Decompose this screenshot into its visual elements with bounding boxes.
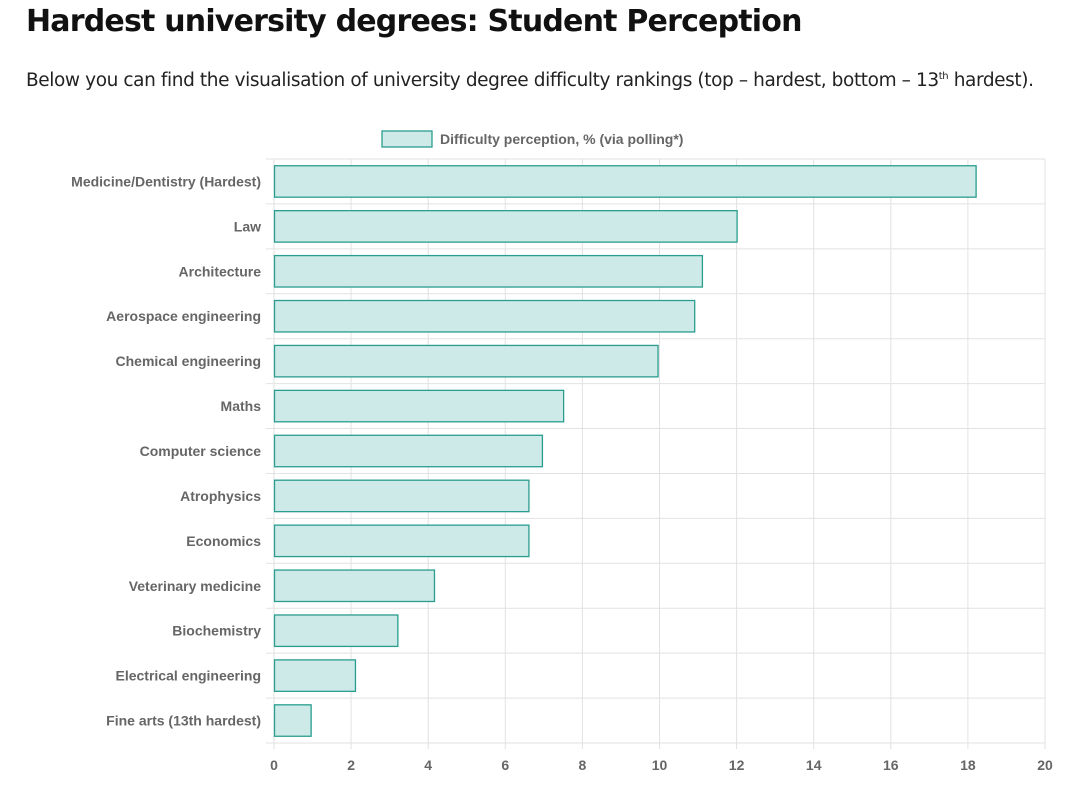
- chart-grid: [266, 158, 1046, 749]
- bar[interactable]: [273, 389, 565, 423]
- x-tick-label: 10: [652, 757, 668, 773]
- x-tick-label: 4: [424, 757, 432, 773]
- category-label: Law: [234, 218, 261, 234]
- x-tick-label: 14: [806, 757, 822, 773]
- intro-text-superscript: th: [938, 70, 949, 82]
- bar[interactable]: [273, 254, 704, 288]
- bar[interactable]: [273, 479, 530, 513]
- intro-text-main: Below you can find the visualisation of …: [26, 70, 939, 91]
- category-label: Chemical engineering: [116, 353, 261, 369]
- category-label: Veterinary medicine: [129, 578, 262, 594]
- category-label: Electrical engineering: [116, 668, 262, 684]
- x-tick-label: 18: [960, 757, 976, 773]
- category-label: Aerospace engineering: [106, 308, 261, 324]
- category-label: Biochemistry: [172, 623, 261, 639]
- bar[interactable]: [273, 165, 977, 198]
- x-tick-label: 2: [347, 757, 355, 773]
- bar[interactable]: [273, 344, 659, 378]
- category-labels: Medicine/Dentistry (Hardest) Law Architect…: [71, 173, 261, 728]
- category-label: Maths: [221, 398, 262, 414]
- x-tick-label: 8: [579, 757, 587, 773]
- x-tick-label: 20: [1037, 757, 1053, 773]
- chart-legend[interactable]: Difficulty perception, % (via polling*): [381, 130, 683, 148]
- x-axis-ticks: 0 2 4 6 8 10 12 14 16 18 20: [270, 757, 1053, 773]
- legend-label: Difficulty perception, % (via polling*): [440, 131, 683, 147]
- category-label: Economics: [186, 533, 261, 549]
- category-label: Architecture: [179, 263, 262, 279]
- x-tick-label: 12: [729, 757, 745, 773]
- bar[interactable]: [273, 210, 738, 243]
- bar[interactable]: [273, 569, 436, 603]
- page-title: Hardest university degrees: Student Perc…: [26, 4, 802, 39]
- category-label: Atrophysics: [180, 488, 261, 504]
- bar[interactable]: [273, 434, 544, 468]
- bar[interactable]: [273, 614, 399, 648]
- category-label: Medicine/Dentistry (Hardest): [71, 173, 261, 189]
- intro-text-end: hardest).: [948, 70, 1034, 91]
- chart-bars: [273, 165, 977, 737]
- x-tick-label: 16: [883, 757, 899, 773]
- category-label: Computer science: [140, 443, 262, 459]
- bar[interactable]: [273, 659, 357, 692]
- bar[interactable]: [273, 299, 696, 333]
- x-tick-label: 6: [501, 757, 509, 773]
- bar[interactable]: [273, 524, 530, 558]
- bar[interactable]: [273, 704, 312, 737]
- intro-text: Below you can find the visualisation of …: [26, 70, 1034, 91]
- legend-swatch: [381, 130, 433, 148]
- x-tick-label: 0: [270, 757, 278, 773]
- category-label: Fine arts (13th hardest): [106, 713, 261, 729]
